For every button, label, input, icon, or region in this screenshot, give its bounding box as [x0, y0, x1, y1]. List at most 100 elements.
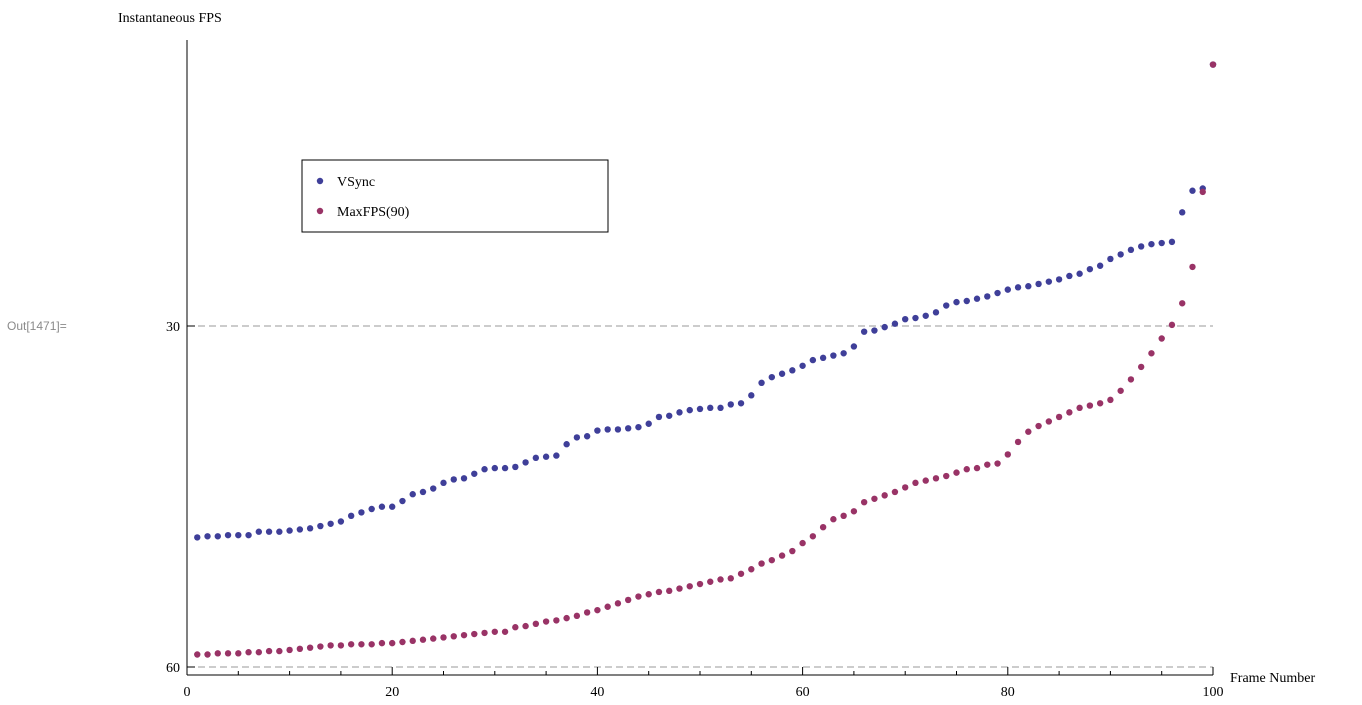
- vsync-point: [871, 327, 878, 334]
- vsync-point: [532, 454, 540, 462]
- vsync-point: [224, 531, 232, 539]
- maxfps-90-point: [1158, 335, 1165, 342]
- vsync-point: [573, 434, 581, 441]
- x-tick-label: 80: [1001, 685, 1015, 700]
- maxfps-90-point: [235, 650, 242, 657]
- maxfps-90-point: [881, 492, 888, 499]
- vsync-point: [491, 464, 498, 472]
- vsync-point: [1096, 262, 1104, 269]
- vsync-point: [902, 315, 909, 323]
- maxfps-90-point: [358, 641, 365, 648]
- x-axis-title: Frame Number: [1230, 671, 1315, 686]
- maxfps-90-point: [276, 647, 283, 655]
- x-tick-label: 0: [184, 685, 191, 700]
- vsync-point: [686, 406, 693, 414]
- maxfps-90-point: [809, 533, 817, 540]
- maxfps-90-point: [645, 591, 652, 598]
- maxfps-90-point: [758, 560, 765, 567]
- vsync-point: [1035, 280, 1042, 288]
- vsync-point: [399, 497, 406, 505]
- maxfps-90-point: [902, 484, 909, 491]
- maxfps-90-point: [830, 516, 837, 523]
- maxfps-90-point: [522, 622, 529, 630]
- maxfps-90-point: [737, 570, 745, 577]
- maxfps-90-point: [542, 618, 550, 625]
- maxfps-90-point: [296, 645, 304, 653]
- legend-marker: [316, 177, 324, 185]
- maxfps-90-point: [245, 649, 252, 656]
- vsync-point: [583, 433, 591, 440]
- vsync-point: [594, 427, 601, 434]
- maxfps-90-point: [389, 639, 396, 647]
- vsync-point: [317, 522, 324, 530]
- legend: VSync MaxFPS(90): [301, 159, 609, 233]
- maxfps-90-point: [860, 498, 868, 506]
- vsync-point: [604, 426, 611, 433]
- vsync-point: [286, 527, 293, 534]
- vsync-point: [553, 452, 560, 459]
- maxfps-90-point: [1179, 300, 1186, 307]
- maxfps-90-point: [501, 628, 509, 635]
- vsync-point: [347, 512, 355, 520]
- maxfps-90-point: [409, 637, 416, 645]
- ticks: 0 20 40 60 80 100 30 60: [166, 320, 1224, 700]
- maxfps-90-point: [512, 624, 519, 631]
- maxfps-90-point: [1035, 422, 1042, 430]
- vsync-point: [943, 302, 950, 309]
- maxfps-90-point: [204, 651, 211, 658]
- vsync-point: [860, 328, 868, 335]
- vsync-point: [1158, 239, 1165, 247]
- vsync-point: [963, 297, 970, 305]
- vsync-point: [799, 362, 806, 369]
- maxfps-90-point: [1096, 400, 1104, 407]
- vsync-point: [922, 312, 929, 319]
- vsync-point: [1086, 265, 1094, 273]
- vsync-point: [501, 464, 509, 472]
- maxfps-90-point: [440, 634, 447, 641]
- vsync-point: [953, 298, 960, 306]
- maxfps-90-point: [727, 575, 734, 582]
- maxfps-90-point: [748, 566, 755, 573]
- vsync-point: [471, 470, 478, 477]
- x-tick-label: 60: [796, 685, 810, 700]
- maxfps-90-point: [778, 552, 786, 559]
- vsync-point: [1117, 251, 1124, 258]
- maxfps-90-point: [563, 614, 570, 622]
- legend-label: MaxFPS(90): [337, 205, 410, 220]
- vsync-point: [624, 425, 632, 432]
- vsync-point: [655, 413, 663, 421]
- maxfps-90-point: [460, 631, 468, 639]
- maxfps-90-point: [799, 539, 806, 547]
- vsync-point: [881, 323, 888, 331]
- maxfps-90-point: [1055, 413, 1063, 421]
- vsync-point: [194, 534, 201, 541]
- maxfps-90-point: [471, 630, 478, 638]
- maxfps-90-point: [850, 508, 858, 515]
- vsync-point: [645, 420, 652, 427]
- vsync-point: [450, 476, 457, 483]
- maxfps-90-point: [214, 650, 221, 657]
- maxfps-90-point: [717, 576, 724, 583]
- maxfps-90-point: [819, 523, 827, 531]
- gridlines: [187, 325, 1213, 668]
- maxfps-90-point: [1199, 188, 1206, 196]
- maxfps-90-point: [1086, 402, 1094, 409]
- vsync-point: [758, 379, 765, 387]
- vsync-point: [214, 533, 221, 540]
- maxfps-90-point: [635, 593, 642, 600]
- maxfps-90-point: [789, 547, 796, 555]
- maxfps-90-point: [265, 647, 273, 655]
- vsync-point: [378, 503, 386, 510]
- vsync-point: [891, 320, 899, 327]
- maxfps-90-point: [922, 477, 929, 484]
- vsync-point: [614, 426, 622, 433]
- maxfps-90-point: [696, 580, 704, 588]
- vsync-point: [840, 350, 847, 357]
- vsync-point: [1107, 255, 1114, 263]
- maxfps-90-point: [337, 642, 345, 649]
- output-cell-label: Out[1471]=: [7, 319, 67, 333]
- maxfps-90-point: [1117, 387, 1124, 394]
- vsync-point: [1014, 284, 1022, 291]
- vsync-point: [542, 453, 550, 460]
- maxfps-90-point: [1076, 404, 1083, 412]
